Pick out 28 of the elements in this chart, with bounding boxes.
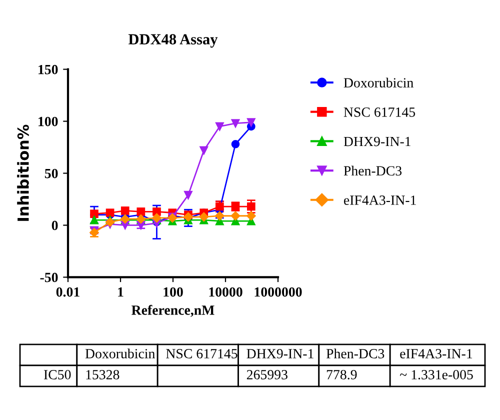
text: Doxorubicin [85, 348, 155, 358]
x-axis-title: Reference,nM [132, 304, 214, 317]
legend-label: Phen-DC3 [344, 166, 402, 176]
x-tick-label: 0.01 [56, 287, 80, 297]
text: eIF4A3-IN-1 [400, 349, 472, 358]
y-axis-title: Inhibition% [17, 124, 29, 221]
text: 778.9 [326, 370, 357, 380]
text: 265993 [246, 370, 288, 380]
y-tick-label: 50 [44, 168, 58, 178]
x-tick-label: 10000 [209, 287, 242, 297]
text: NSC 617145 [166, 349, 238, 358]
x-tick-label: 1 [118, 287, 124, 297]
text: IC50 [44, 370, 71, 380]
text: ~ 1.331e-005 [400, 370, 473, 380]
text: DHX9-IN-1 [246, 349, 314, 358]
y-tick-label: 150 [38, 64, 58, 74]
text: Phen-DC3 [326, 348, 384, 358]
legend-label: NSC 617145 [344, 108, 416, 117]
text: 15328 [86, 370, 120, 380]
legend-label: DHX9-IN-1 [344, 136, 410, 146]
y-tick-label: 0 [52, 220, 58, 230]
y-tick-label: 100 [38, 116, 58, 126]
y-tick-label: -50 [40, 272, 58, 282]
legend-label: Doxorubicin [344, 78, 414, 88]
chart-title: DDX48 Assay [128, 34, 218, 48]
x-tick-label: 100 [164, 287, 183, 297]
legend-label: eIF4A3-IN-1 [344, 196, 416, 205]
x-tick-label: 1000000 [254, 287, 302, 297]
